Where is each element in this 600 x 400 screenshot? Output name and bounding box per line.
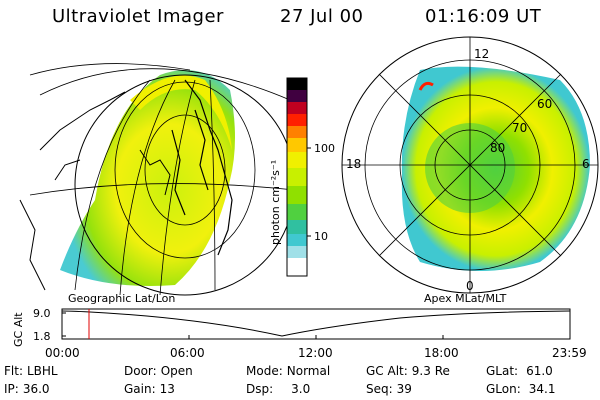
meridian-1 (74, 79, 151, 291)
aurora-bright-band (130, 75, 232, 150)
param-mode-value: Normal (286, 364, 331, 378)
colorbar (286, 77, 311, 277)
coastline-west (19, 91, 126, 291)
param-glon: GLon: 34.1 (486, 382, 555, 396)
param-ip-label: IP: (4, 382, 19, 396)
colorbar-unit-label: photon cm⁻²s⁻¹ (269, 160, 282, 245)
param-dsp: Dsp: 3.0 (246, 382, 310, 396)
param-gain: Gain: 13 (124, 382, 175, 396)
bright-spot (418, 81, 434, 91)
mlat-label-80: 80 (490, 141, 505, 155)
meridian-3 (159, 79, 196, 296)
param-gcalt: GC Alt: 9.3 Re (366, 364, 450, 378)
observation-time: 01:16:09 UT (425, 6, 542, 27)
right-map-caption: Apex MLat/MLT (424, 292, 507, 305)
coastline-greenland (171, 79, 233, 256)
param-door: Door: Open (124, 364, 193, 378)
timeline-x-tick-1800: 18:00 (424, 346, 459, 360)
altitude-timeline (61, 308, 571, 340)
meridian-2 (119, 79, 176, 296)
meridian-4 (209, 79, 216, 291)
colorbar-tick-10: 10 (314, 230, 328, 243)
latitude-line-upper (29, 63, 191, 76)
timeline-x-tick-2359: 23:59 (552, 346, 587, 360)
mlt-meridian-diag-2 (378, 73, 562, 257)
mlt-label-0: 0 (466, 279, 474, 293)
timeline-y-tick-min: 1.8 (33, 330, 51, 343)
mlat-label-70: 70 (512, 121, 527, 135)
left-map-caption: Geographic Lat/Lon (68, 292, 175, 305)
param-seq-label: Seq: (366, 382, 393, 396)
latitude-circle-1 (144, 114, 226, 226)
altitude-curve (61, 310, 571, 337)
param-seq-value: 39 (396, 382, 412, 396)
coastline-islands (139, 149, 171, 196)
instrument-title: Ultraviolet Imager (52, 6, 224, 27)
param-door-value: Open (160, 364, 193, 378)
param-seq: Seq: 39 (366, 382, 412, 396)
timeline-x-tick-0000: 00:00 (45, 346, 80, 360)
aurora-emission-region (60, 70, 235, 286)
latitude-circle-2 (114, 81, 256, 259)
timeline-y-tick-max: 9.0 (33, 307, 51, 320)
colorbar-tick-100: 100 (314, 142, 335, 155)
mlt-label-12: 12 (474, 47, 489, 61)
param-gcalt-value: 9.3 Re (411, 364, 450, 378)
param-glat-value: 61.0 (526, 364, 553, 378)
timeline-y-label: GC Alt (12, 312, 25, 347)
param-ip-value: 36.0 (22, 382, 50, 396)
param-dsp-value: 3.0 (291, 382, 311, 396)
latitude-line-top (39, 68, 291, 101)
param-glat: GLat: 61.0 (486, 364, 553, 378)
mlat-label-60: 60 (537, 97, 552, 111)
param-gain-value: 13 (159, 382, 175, 396)
param-gain-label: Gain: (124, 382, 156, 396)
geographic-map (19, 63, 296, 296)
param-gcalt-label: GC Alt: (366, 364, 408, 378)
param-flt: Flt: LBHL (4, 364, 58, 378)
timeline-x-tick-0600: 06:00 (170, 346, 205, 360)
param-flt-value: LBHL (26, 364, 58, 378)
param-dsp-label: Dsp: (246, 382, 274, 396)
polar-map (341, 36, 599, 294)
param-glon-label: GLon: (486, 382, 521, 396)
param-mode-label: Mode: (246, 364, 283, 378)
param-flt-label: Flt: (4, 364, 23, 378)
param-mode: Mode: Normal (246, 364, 330, 378)
param-ip: IP: 36.0 (4, 382, 50, 396)
param-glat-label: GLat: (486, 364, 519, 378)
timeline-x-tick-1200: 12:00 (298, 346, 333, 360)
mlt-label-18: 18 (346, 157, 361, 171)
param-glon-value: 34.1 (528, 382, 556, 396)
param-door-label: Door: (124, 364, 157, 378)
latitude-line-mid (29, 183, 296, 196)
observation-date: 27 Jul 00 (280, 6, 364, 27)
mlt-label-6: 6 (582, 157, 590, 171)
